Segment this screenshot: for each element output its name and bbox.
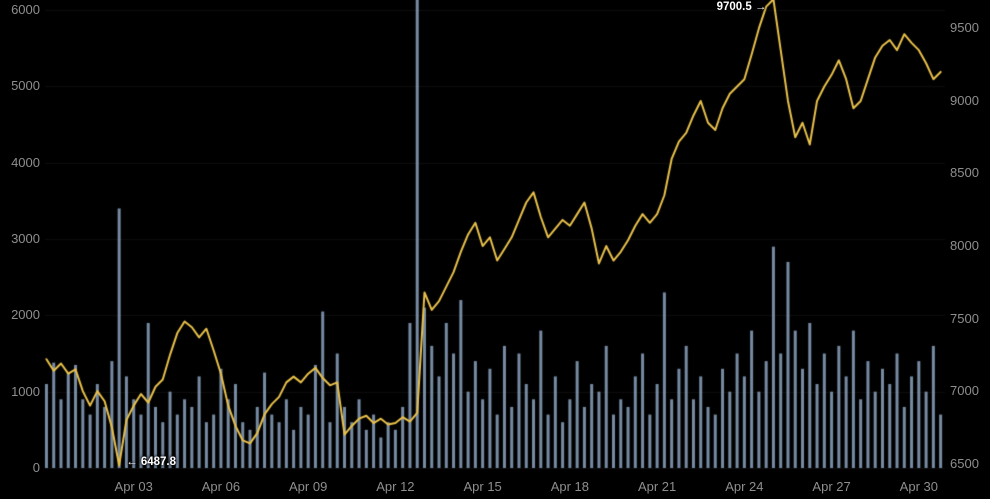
chart-container: 0 1000 2000 3000 4000 5000 6000 6500 7000 7500 800… (0, 0, 990, 499)
price-volume-chart[interactable] (0, 0, 990, 499)
